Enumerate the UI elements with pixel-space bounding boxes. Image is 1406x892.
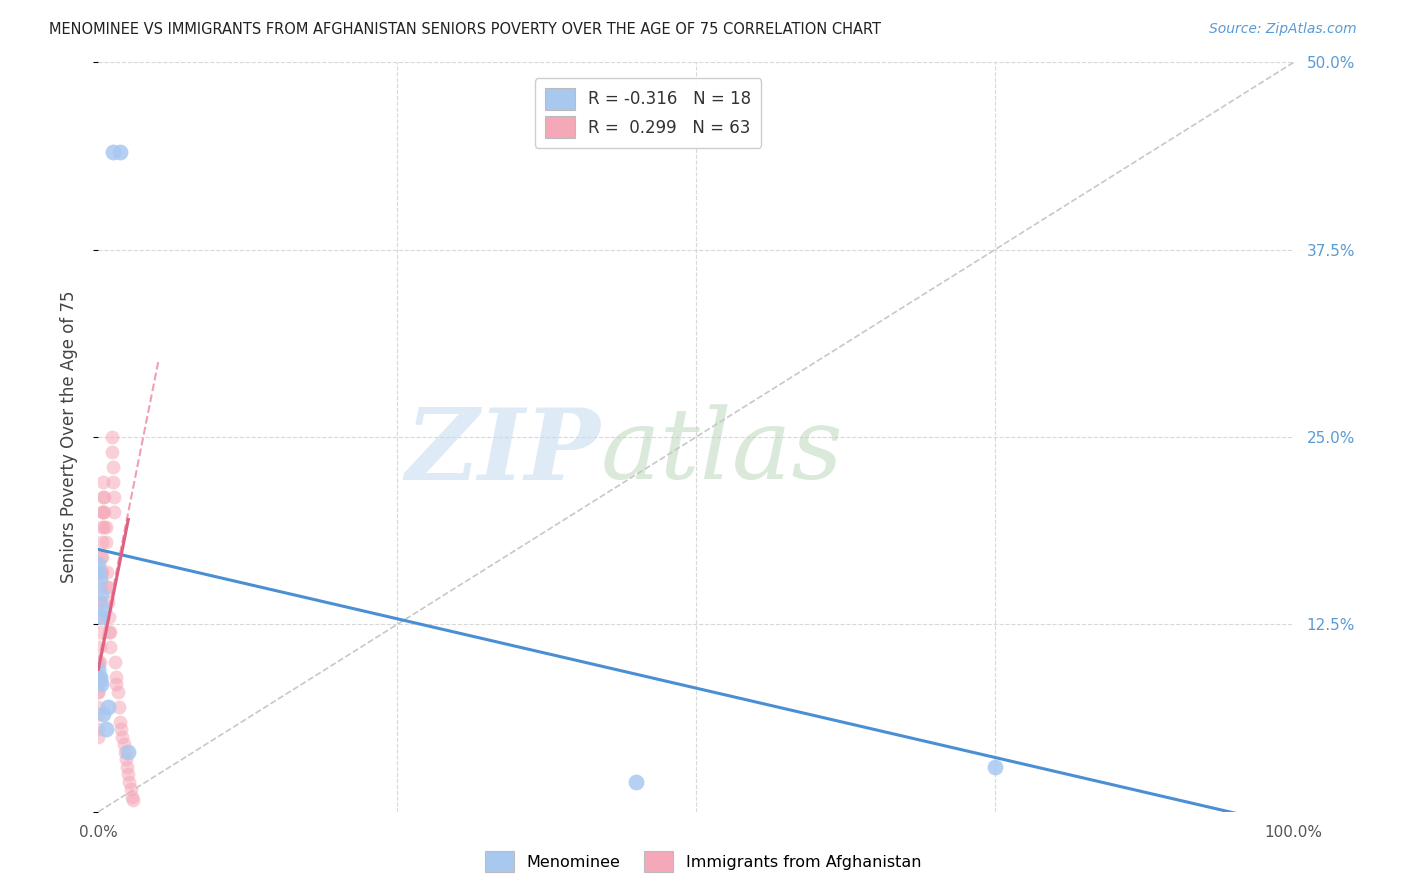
Point: [105, 670, 128, 684]
Point: [107, 685, 129, 699]
Legend: Menominee, Immigrants from Afghanistan: Menominee, Immigrants from Afghanistan: [477, 843, 929, 880]
Point: [122, 793, 145, 807]
Point: [101, 145, 124, 160]
Point: [87, 685, 110, 699]
Point: [91, 490, 114, 504]
Point: [91, 610, 114, 624]
Point: [97, 595, 120, 609]
Point: [89, 670, 111, 684]
Text: atlas: atlas: [600, 404, 844, 500]
Point: [93, 520, 115, 534]
Point: [121, 789, 143, 804]
Point: [98, 624, 122, 639]
Point: [98, 624, 121, 639]
Point: [89, 573, 111, 587]
Text: MENOMINEE VS IMMIGRANTS FROM AFGHANISTAN SENIORS POVERTY OVER THE AGE OF 75 CORR: MENOMINEE VS IMMIGRANTS FROM AFGHANISTAN…: [49, 22, 882, 37]
Point: [626, 774, 648, 789]
Point: [103, 505, 125, 519]
Point: [87, 699, 110, 714]
Point: [90, 565, 112, 579]
Point: [91, 565, 114, 579]
Point: [107, 699, 129, 714]
Point: [96, 580, 118, 594]
Point: [115, 752, 138, 766]
Point: [93, 602, 115, 616]
Point: [89, 610, 111, 624]
Point: [104, 655, 127, 669]
Point: [91, 520, 114, 534]
Y-axis label: Seniors Poverty Over the Age of 75: Seniors Poverty Over the Age of 75: [59, 291, 77, 583]
Point: [91, 549, 114, 564]
Point: [87, 670, 110, 684]
Point: [93, 490, 115, 504]
Point: [91, 505, 114, 519]
Point: [108, 714, 131, 729]
Point: [87, 670, 110, 684]
Point: [94, 535, 117, 549]
Point: [96, 565, 118, 579]
Point: [111, 730, 134, 744]
Point: [115, 760, 138, 774]
Point: [118, 774, 141, 789]
Point: [93, 505, 115, 519]
Point: [98, 640, 122, 654]
Point: [87, 730, 110, 744]
Point: [89, 655, 111, 669]
Point: [87, 565, 110, 579]
Point: [100, 430, 122, 444]
Point: [101, 460, 124, 475]
Point: [112, 737, 135, 751]
Point: [117, 745, 139, 759]
Point: [87, 723, 110, 737]
Point: [110, 723, 132, 737]
Point: [90, 677, 112, 691]
Point: [97, 580, 120, 594]
Point: [91, 505, 114, 519]
Point: [117, 767, 139, 781]
Point: [98, 610, 121, 624]
Point: [105, 677, 128, 691]
Text: Source: ZipAtlas.com: Source: ZipAtlas.com: [1209, 22, 1357, 37]
Point: [89, 640, 111, 654]
Text: ZIP: ZIP: [405, 404, 600, 500]
Point: [91, 475, 114, 489]
Point: [100, 445, 122, 459]
Legend: R = -0.316   N = 18, R =  0.299   N = 63: R = -0.316 N = 18, R = 0.299 N = 63: [534, 78, 762, 148]
Point: [89, 673, 111, 687]
Point: [108, 145, 131, 160]
Point: [90, 549, 112, 564]
Point: [114, 745, 136, 759]
Point: [101, 475, 124, 489]
Point: [91, 707, 114, 722]
Point: [87, 662, 110, 676]
Point: [90, 587, 112, 601]
Point: [94, 723, 117, 737]
Point: [89, 624, 111, 639]
Point: [87, 685, 110, 699]
Point: [103, 490, 125, 504]
Point: [87, 655, 110, 669]
Point: [89, 595, 111, 609]
Point: [91, 535, 114, 549]
Point: [87, 707, 110, 722]
Point: [90, 595, 112, 609]
Point: [984, 760, 1007, 774]
Point: [87, 558, 110, 572]
Point: [97, 699, 120, 714]
Point: [94, 520, 117, 534]
Point: [120, 782, 142, 797]
Point: [87, 655, 110, 669]
Point: [90, 580, 112, 594]
